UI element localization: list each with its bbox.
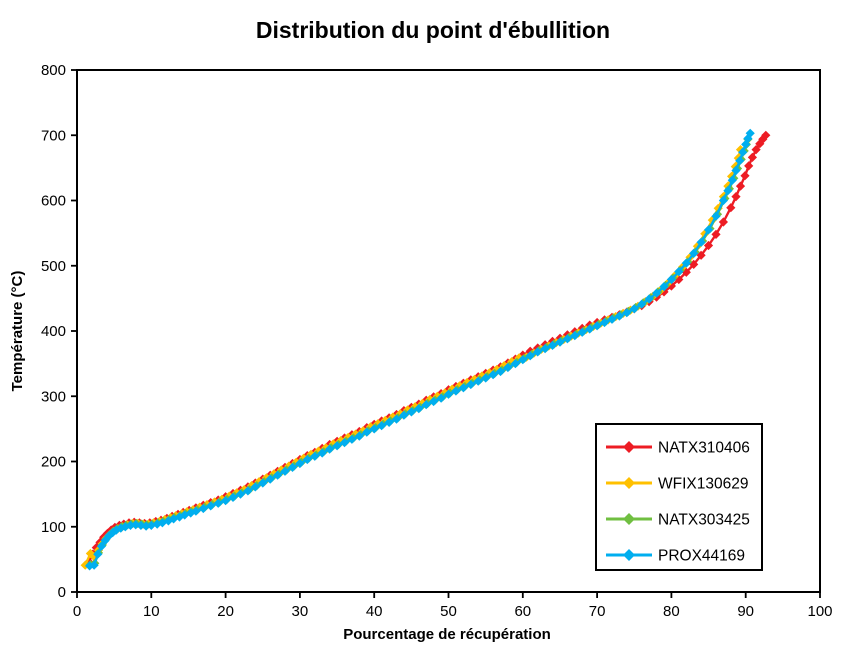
- x-tick-label: 90: [737, 603, 754, 620]
- x-tick-label: 40: [366, 603, 383, 620]
- y-tick-label: 500: [41, 258, 66, 275]
- legend-label: NATX310406: [658, 440, 750, 457]
- legend-label: WFIX130629: [658, 476, 748, 493]
- x-tick-label: 50: [440, 603, 457, 620]
- y-tick-label: 700: [41, 127, 66, 144]
- legend-item-WFIX130629: WFIX130629: [606, 476, 748, 493]
- y-tick-label: 100: [41, 519, 66, 536]
- y-tick-label: 200: [41, 454, 66, 471]
- x-tick-label: 0: [73, 603, 81, 620]
- legend-label: PROX44169: [658, 548, 745, 565]
- legend-marker-icon: [623, 441, 635, 453]
- legend-marker-icon: [623, 513, 635, 525]
- x-tick-label: 10: [143, 603, 160, 620]
- chart-title: Distribution du point d'ébullition: [256, 17, 610, 43]
- y-axis-title: Température (°C): [9, 271, 26, 392]
- x-tick-label: 80: [663, 603, 680, 620]
- y-tick-label: 800: [41, 62, 66, 79]
- legend-marker-icon: [623, 477, 635, 489]
- plot-frame: [76, 69, 821, 593]
- x-tick-label: 30: [292, 603, 309, 620]
- y-tick-label: 400: [41, 323, 66, 340]
- y-tick-label: 0: [58, 584, 66, 601]
- series-markers: [85, 128, 755, 571]
- series-PROX44169: [85, 128, 755, 571]
- legend-item-NATX303425: NATX303425: [606, 512, 750, 529]
- legend-item-PROX44169: PROX44169: [606, 548, 745, 565]
- x-tick-label: 70: [589, 603, 606, 620]
- x-tick-label: 60: [514, 603, 531, 620]
- x-tick-label: 100: [807, 603, 832, 620]
- x-tick-label: 20: [217, 603, 234, 620]
- y-tick-label: 300: [41, 388, 66, 405]
- legend: NATX310406 WFIX130629 NATX303425 PROX44169: [595, 423, 763, 571]
- legend-label: NATX303425: [658, 512, 750, 529]
- series-layer: [80, 128, 771, 571]
- legend-item-NATX310406: NATX310406: [606, 440, 750, 457]
- x-axis-title: Pourcentage de récupération: [343, 626, 551, 643]
- y-tick-label: 600: [41, 193, 66, 210]
- legend-marker-icon: [623, 549, 635, 561]
